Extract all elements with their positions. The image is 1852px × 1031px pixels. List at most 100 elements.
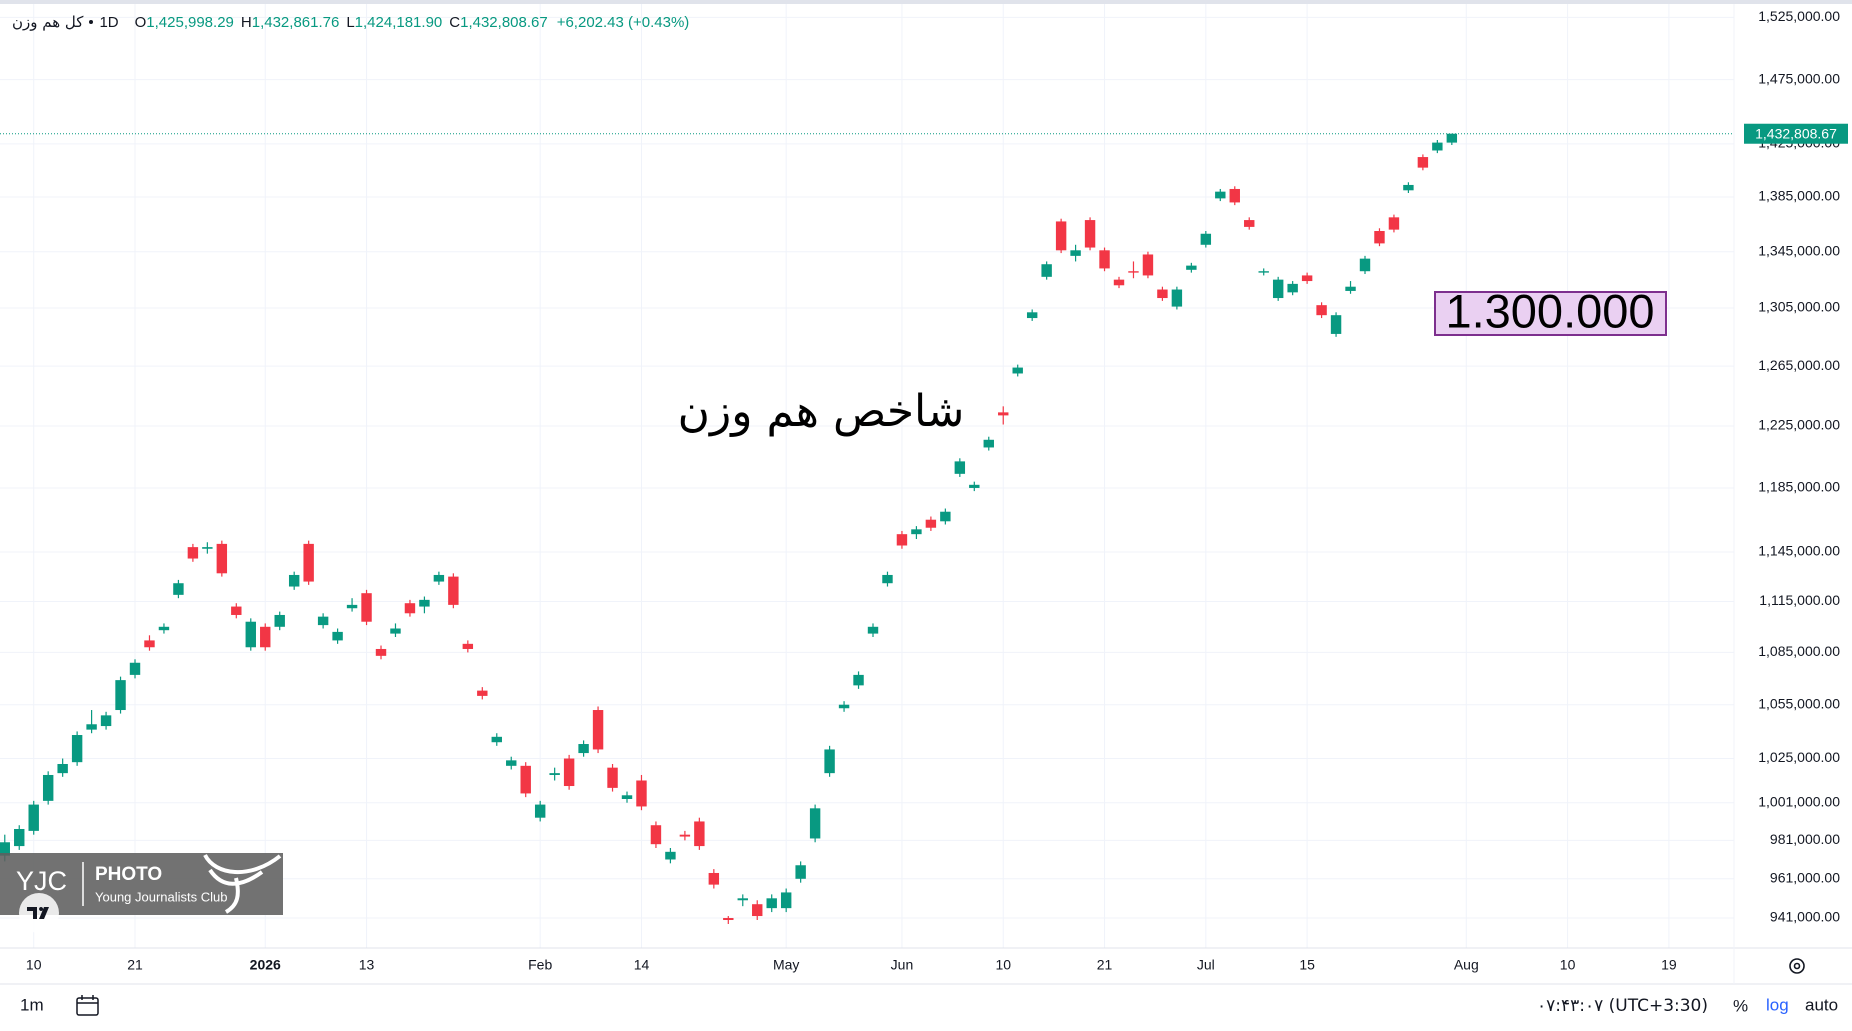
tv-logo [19,893,59,933]
y-tick-label: 1,305,000.00 [1758,299,1840,315]
candle-body [1301,275,1313,282]
candle-body [14,828,25,847]
candle-body [607,767,618,788]
percent-toggle[interactable]: % [1733,996,1748,1015]
candle-body [1084,220,1096,248]
candle-body [1330,315,1342,334]
candle-body [303,543,314,582]
candle-body [448,576,459,605]
candle-body [1128,271,1139,273]
candle-body [737,898,748,901]
y-tick-label: 1,265,000.00 [1758,357,1840,373]
y-tick-label: 1,225,000.00 [1758,417,1840,433]
x-tick-label: 21 [127,957,143,973]
clock[interactable]: ۰۷:۴۳:۰۷ (UTC+3:30) [1537,996,1708,1016]
candle-body [1345,286,1356,291]
interval: 1D [99,13,119,31]
candle-body [983,439,994,448]
candle-body [1041,264,1052,277]
candle-body [1287,283,1298,293]
candle-body [115,680,126,711]
candle-body [896,534,908,546]
candle-body [679,834,691,837]
candle-body [1388,217,1400,230]
candle-body [158,626,170,631]
candle-body [954,461,966,474]
calendar-icon [76,997,99,1016]
candle-body [925,519,937,528]
candle-body [1113,279,1125,286]
candle-body [288,574,300,587]
candle-body [100,715,112,727]
candle-body [578,744,589,754]
candle-body [752,904,763,917]
candle-body [317,616,329,626]
y-tick-label: 981,000.00 [1770,831,1840,847]
candle-body [187,547,199,559]
candle-body [506,760,517,766]
tv-logo-mark [27,907,49,919]
candle-body [433,574,445,582]
y-tick-label: 1,025,000.00 [1758,749,1840,765]
candles [0,133,1734,924]
y-tick-label: 1,185,000.00 [1758,479,1840,495]
candle-body [1142,254,1154,276]
candle-body [86,724,97,730]
x-tick-label: 14 [634,957,650,973]
x-tick-label: 19 [1661,957,1677,973]
candle-body [809,808,821,839]
candle-body [245,621,256,648]
candle-body [477,690,488,696]
auto-toggle[interactable]: auto [1805,995,1838,1014]
candle-body [853,674,864,686]
legend-header: کل هم وزن 1D O 1,425,998.29 H 1,432,861.76 L… [12,13,689,31]
price-change: +6,202.43 (+0.43%) [556,13,690,31]
ohlc-value: 1,432,808.67 [460,13,548,31]
candle-body [520,765,531,794]
candle-body [1244,220,1255,227]
candle-body [28,804,39,831]
y-tick-label: 1,085,000.00 [1758,643,1840,659]
goto-date-button[interactable] [76,995,99,1016]
settings-button[interactable] [1789,958,1805,974]
candle-body [346,604,358,609]
x-tick-label: 21 [1097,957,1113,973]
symbol-name: کل هم وزن [12,13,84,31]
candle-body [1055,221,1067,251]
ohlc-value: 1,425,998.29 [146,13,234,31]
watermark-logo [203,853,282,914]
log-toggle[interactable]: log [1766,995,1789,1014]
candle-body [129,662,141,675]
y-tick-label: 1,345,000.00 [1758,242,1840,258]
candle-body [766,898,777,909]
candle-body [1403,184,1414,191]
last-price-label: 1,432,808.67 [1755,125,1837,141]
candle-body [0,842,10,856]
candle-body [491,736,502,743]
x-tick-label: May [773,957,799,973]
candle-body [1272,279,1284,299]
candle-body [404,603,416,614]
candle-body [419,599,430,607]
candle-body [375,648,387,656]
last-price-box [1744,123,1848,144]
candle-body [838,704,850,709]
candle-body [1215,191,1226,199]
x-tick-label: 10 [995,957,1011,973]
range-button[interactable]: 1m [20,995,44,1014]
candle-body [1186,265,1197,270]
candle-body [592,710,604,750]
gear-outer [1789,958,1805,974]
candle-body [969,484,980,488]
ohlc-key: O [134,13,147,31]
candle-body [42,774,54,801]
ohlc-key: L [346,13,355,31]
candle-body [1359,258,1371,272]
candle-body [1432,142,1443,151]
candle-body [665,851,676,860]
x-tick-label: 2026 [250,957,281,973]
x-tick-label: Jun [891,957,914,973]
candle-body [940,511,951,522]
candle-body [332,631,343,641]
